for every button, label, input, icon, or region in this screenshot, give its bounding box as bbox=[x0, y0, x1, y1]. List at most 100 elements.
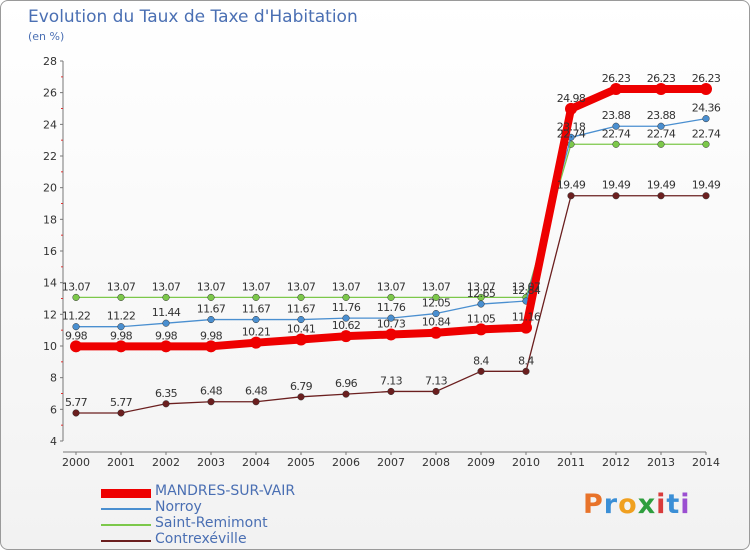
y-tick-label: 26 bbox=[43, 87, 57, 100]
data-point bbox=[115, 340, 127, 353]
data-label: 10.73 bbox=[377, 317, 406, 330]
data-label: 10.84 bbox=[422, 316, 451, 329]
data-point bbox=[162, 319, 170, 327]
data-point bbox=[657, 140, 665, 148]
data-label: 13.07 bbox=[422, 280, 451, 293]
data-point bbox=[567, 192, 575, 200]
data-label: 23.18 bbox=[557, 120, 586, 133]
y-tick-label: 10 bbox=[43, 340, 57, 353]
x-tick-label: 2006 bbox=[332, 456, 360, 469]
data-label: 11.76 bbox=[332, 301, 361, 314]
data-point bbox=[117, 323, 125, 331]
data-label: 12.05 bbox=[422, 297, 451, 310]
data-label: 9.98 bbox=[200, 329, 223, 342]
y-tick-label: 4 bbox=[50, 435, 57, 448]
data-label: 8.4 bbox=[518, 354, 534, 367]
data-label: 23.88 bbox=[647, 109, 676, 122]
data-point bbox=[72, 409, 80, 417]
data-point bbox=[342, 314, 350, 322]
data-point bbox=[432, 387, 440, 395]
data-label: 26.23 bbox=[647, 72, 676, 85]
data-label: 19.49 bbox=[602, 179, 631, 192]
data-label: 13.07 bbox=[197, 280, 226, 293]
data-point bbox=[612, 140, 620, 148]
data-label: 7.13 bbox=[425, 374, 448, 387]
data-label: 11.67 bbox=[287, 303, 316, 316]
data-point bbox=[657, 122, 665, 130]
data-point bbox=[702, 115, 710, 123]
data-point bbox=[475, 323, 487, 336]
data-point bbox=[72, 293, 80, 301]
data-point bbox=[610, 83, 622, 96]
data-label: 13.07 bbox=[377, 280, 406, 293]
data-label: 11.22 bbox=[107, 310, 136, 323]
data-point bbox=[612, 192, 620, 200]
data-point bbox=[702, 140, 710, 148]
data-point bbox=[297, 293, 305, 301]
data-point bbox=[430, 326, 442, 339]
data-point bbox=[655, 83, 667, 96]
data-label: 11.16 bbox=[512, 311, 541, 324]
data-point bbox=[340, 330, 352, 343]
data-label: 11.76 bbox=[377, 301, 406, 314]
data-label: 22.74 bbox=[647, 127, 676, 140]
y-tick-label: 6 bbox=[50, 403, 57, 416]
data-label: 19.49 bbox=[557, 179, 586, 192]
data-point bbox=[700, 83, 712, 96]
data-label: 6.35 bbox=[155, 387, 178, 400]
x-tick-label: 2005 bbox=[287, 456, 315, 469]
data-point bbox=[612, 122, 620, 130]
data-label: 11.67 bbox=[242, 303, 271, 316]
data-label: 11.05 bbox=[467, 312, 496, 325]
data-label: 22.74 bbox=[557, 127, 586, 140]
data-point bbox=[387, 387, 395, 395]
data-label: 11.44 bbox=[152, 306, 181, 319]
data-point bbox=[207, 293, 215, 301]
data-point bbox=[565, 102, 577, 115]
data-label: 13.07 bbox=[287, 280, 316, 293]
data-label: 11.67 bbox=[197, 303, 226, 316]
y-tick-label: 16 bbox=[43, 245, 57, 258]
legend-swatch bbox=[101, 508, 151, 510]
data-label: 24.98 bbox=[557, 92, 586, 105]
x-tick-label: 2000 bbox=[62, 456, 90, 469]
data-point bbox=[207, 398, 215, 406]
data-label: 11.22 bbox=[62, 310, 91, 323]
chart-title: Evolution du Taux de Taxe d'Habitation bbox=[28, 7, 358, 27]
data-point bbox=[477, 367, 485, 375]
data-label: 12.65 bbox=[467, 287, 496, 300]
data-label: 26.23 bbox=[692, 72, 721, 85]
data-point bbox=[520, 321, 532, 334]
data-point bbox=[432, 293, 440, 301]
data-label: 5.77 bbox=[65, 396, 88, 409]
data-label: 13.07 bbox=[512, 280, 541, 293]
proxiti-logo: Proxiti bbox=[583, 489, 691, 520]
data-point bbox=[657, 192, 665, 200]
data-label: 6.48 bbox=[245, 385, 268, 398]
data-label: 6.79 bbox=[290, 380, 313, 393]
data-point bbox=[117, 293, 125, 301]
data-label: 13.07 bbox=[332, 280, 361, 293]
x-tick-label: 2009 bbox=[467, 456, 495, 469]
data-point bbox=[162, 400, 170, 408]
data-label: 13.07 bbox=[62, 280, 91, 293]
y-tick-label: 14 bbox=[43, 277, 57, 290]
x-tick-label: 2004 bbox=[242, 456, 270, 469]
data-point bbox=[72, 323, 80, 331]
data-point bbox=[250, 336, 262, 349]
y-tick-label: 22 bbox=[43, 150, 57, 163]
data-point bbox=[297, 393, 305, 401]
x-tick-label: 2008 bbox=[422, 456, 450, 469]
data-label: 10.62 bbox=[332, 319, 361, 332]
data-label: 23.88 bbox=[602, 109, 631, 122]
series-line-2 bbox=[76, 143, 706, 299]
legend-swatch bbox=[101, 524, 151, 526]
legend-swatch bbox=[101, 488, 151, 498]
x-tick-label: 2001 bbox=[107, 456, 135, 469]
data-point bbox=[70, 340, 82, 353]
y-tick-label: 12 bbox=[43, 308, 57, 321]
data-label: 9.98 bbox=[155, 329, 178, 342]
x-tick-label: 2012 bbox=[602, 456, 630, 469]
legend-label: Contrexéville bbox=[155, 531, 247, 547]
